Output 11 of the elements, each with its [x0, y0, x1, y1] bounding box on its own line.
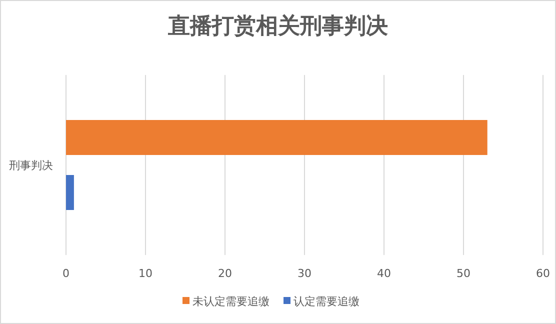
x-tick-label: 30	[298, 267, 312, 280]
x-tick-label: 0	[62, 267, 70, 280]
legend-label: 认定需要追缴	[294, 295, 360, 308]
x-tick-label: 60	[536, 267, 550, 280]
x-tick-label: 50	[456, 267, 470, 280]
legend-label: 未认定需要追缴	[192, 295, 270, 308]
x-tick-label: 10	[138, 267, 152, 280]
x-tick-label: 20	[218, 267, 232, 280]
chart-title: 直播打赏相关刑事判决	[167, 14, 388, 39]
y-tick-label: 刑事判决	[9, 159, 53, 172]
x-tick-label: 40	[377, 267, 391, 280]
